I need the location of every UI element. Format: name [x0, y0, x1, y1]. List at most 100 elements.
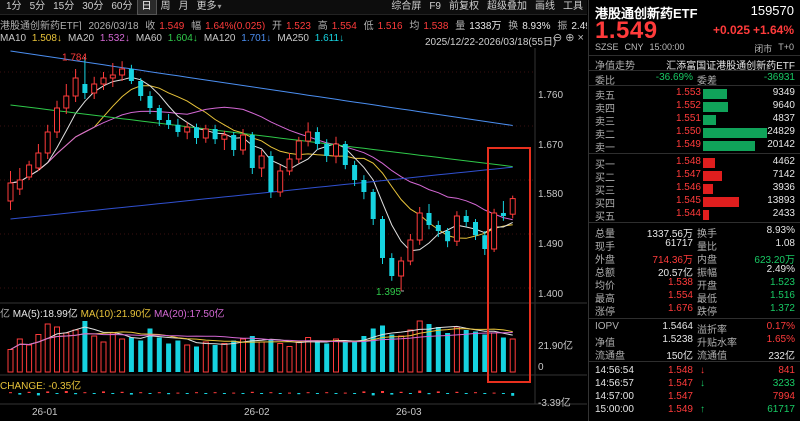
- volume-bar-25: [240, 338, 246, 373]
- bid-row-0-cell-1: 1.548: [675, 156, 701, 167]
- candle-body-32: [305, 131, 312, 142]
- bid-row-4: 买五 1.544 2433: [589, 208, 800, 223]
- volume-bar-39: [370, 328, 376, 372]
- bid-row-1-cell-0: 买二: [595, 173, 615, 184]
- panel-subinfo: SZSE CNY 15:00:00 闭市 T+0: [595, 42, 794, 54]
- stat2-row-2-cell-1: 150亿: [666, 351, 693, 362]
- bid-row-3-cell-1: 1.545: [675, 195, 701, 206]
- volume-bar-16: [156, 337, 162, 372]
- period-tab-8[interactable]: 更多: [193, 0, 226, 14]
- volume-bar-43: [407, 329, 414, 373]
- volume-bar-27: [258, 341, 265, 373]
- bid-row-3-bar: [703, 197, 739, 207]
- info-vol: 1338万: [469, 21, 502, 30]
- ma-value-2: 1.604↓: [167, 33, 198, 44]
- change-bar-49: [464, 393, 468, 394]
- panel-divider-0: [589, 55, 800, 56]
- period-tab-0[interactable]: 1分: [6, 1, 22, 12]
- ma-value-4: 1.611↓: [314, 33, 345, 44]
- panel-price: 1.549: [595, 17, 658, 44]
- change-bar-32: [306, 392, 310, 394]
- change-bar-33: [315, 393, 319, 394]
- date-label-jan: 26-01: [32, 407, 58, 418]
- candle-body-27: [258, 155, 265, 169]
- volume-bar-11: [109, 332, 116, 373]
- change-bar-15: [148, 393, 152, 394]
- kline-chart-svg[interactable]: 1.784 1.395: [0, 0, 587, 421]
- candle-body-41: [389, 258, 395, 276]
- net-value-row-cell-0: 净值走势: [595, 61, 635, 72]
- stat-row-1-cell-3: 1.08: [775, 238, 795, 249]
- toolbar-right-2[interactable]: 前复权: [449, 1, 479, 12]
- change-bar-4: [46, 391, 50, 393]
- toolbar-right-5[interactable]: 工具: [563, 1, 583, 12]
- change-bar-26: [250, 391, 254, 393]
- ask-row-1: 卖四 1.552 9640: [589, 100, 800, 115]
- candle-body-40: [380, 219, 385, 258]
- candle-body-43: [407, 239, 414, 262]
- sub-spacer: [691, 42, 749, 54]
- stat-row-5-cell-0: 最高: [595, 294, 615, 305]
- stat2-row-2-cell-2: 流通值: [697, 351, 727, 362]
- candle-body-34: [324, 144, 330, 156]
- panel-divider-1: [589, 70, 800, 71]
- period-tab-5[interactable]: 日: [136, 0, 157, 15]
- info-prev-label: 均: [409, 21, 420, 30]
- chart-controls[interactable]: ⊖ ⊕ ×: [553, 32, 584, 44]
- info-date: 2026/03/18: [88, 21, 139, 30]
- info-close: 1.549: [159, 21, 185, 30]
- panel-code: 159570: [750, 3, 794, 18]
- candle-body-44: [416, 212, 423, 241]
- ask-row-3: 卖二 1.550 24829: [589, 126, 800, 141]
- change-bar-6: [64, 391, 68, 393]
- bid-row-3-cell-2: 13893: [767, 195, 795, 206]
- stat-row-4-cell-1: 1.538: [667, 277, 693, 288]
- change-bar-46: [436, 391, 440, 393]
- toolbar-right-4[interactable]: 画线: [535, 1, 555, 12]
- change-bar-21: [204, 393, 208, 394]
- ask-row-0-cell-2: 9349: [772, 87, 795, 98]
- change-bar-11: [111, 393, 115, 394]
- stat-row-3-cell-0: 总额: [595, 268, 615, 279]
- toolbar-right-1[interactable]: F9: [429, 1, 441, 12]
- panel-divider-2: [589, 85, 800, 86]
- period-tab-4[interactable]: 60分: [111, 1, 133, 12]
- change-bar-12: [120, 391, 124, 393]
- change-bar-43: [408, 393, 412, 394]
- volume-bar-7: [72, 329, 79, 373]
- change-bar-27: [260, 393, 264, 394]
- quote-info-bar: 港股通创新药ETF] 2026/03/18 收 1.549 幅 1.64%(0.02…: [0, 17, 587, 30]
- candle-body-17: [166, 120, 172, 125]
- ma-legend-bar: MA10 1.508↓ MA20 1.532↓ MA60 1.604↓ MA120 1…: [0, 33, 587, 46]
- volume-bar-6: [63, 332, 70, 373]
- stat-row-4-cell-2: 开盘: [697, 281, 717, 292]
- ask-row-0-cell-0: 卖五: [595, 91, 615, 102]
- candle-body-4: [44, 131, 51, 154]
- price-axis-1580: 1.580: [538, 189, 564, 200]
- change-bar-47: [446, 393, 450, 394]
- toolbar-right-0[interactable]: 综合屏: [391, 1, 422, 12]
- ask-row-3-cell-2: 24829: [767, 126, 795, 137]
- stat-row-6-cell-3: 1.372: [769, 303, 795, 314]
- change-bar-37: [353, 393, 357, 394]
- panel-divider-6: [589, 361, 800, 362]
- date-label-mar: 26-03: [396, 407, 422, 418]
- ma-label-3: MA120: [203, 33, 239, 44]
- volume-bar-36: [342, 342, 348, 372]
- stat2-row-0-cell-1: 1.5464: [662, 321, 693, 332]
- ma-value-3: 1.701↓: [241, 33, 272, 44]
- period-tab-7[interactable]: 月: [178, 1, 189, 12]
- weibi-row: 委比 -36.69% 委差 -36931: [589, 72, 800, 87]
- volume-bar-0: [7, 349, 14, 373]
- toolbar-right-3[interactable]: 超级叠加: [487, 1, 527, 12]
- change-bar-54: [511, 393, 515, 396]
- period-tab-2[interactable]: 15分: [53, 1, 75, 12]
- stat2-row-1-cell-1: 1.5238: [662, 334, 693, 345]
- period-tab-6[interactable]: 周: [160, 1, 171, 12]
- period-tab-3[interactable]: 30分: [82, 1, 104, 12]
- vol-axis-top: 21.90亿: [538, 341, 574, 352]
- change-bar-24: [232, 392, 236, 394]
- period-tab-1[interactable]: 5分: [29, 1, 46, 12]
- bid-row-2: 买三 1.546 3936: [589, 182, 800, 197]
